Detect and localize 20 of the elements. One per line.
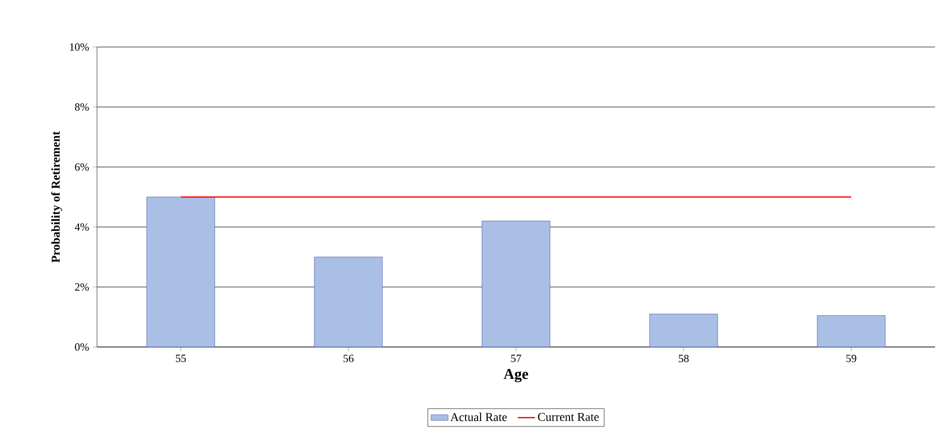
bar	[817, 315, 886, 347]
x-tick-label: 56	[344, 354, 354, 362]
y-tick-label: 10%	[70, 43, 89, 51]
y-tick-label: 4%	[74, 223, 89, 231]
y-tick-label: 8%	[74, 103, 89, 111]
x-axis-title: Age	[504, 369, 528, 382]
x-tick-label: 55	[176, 354, 186, 362]
bar	[146, 196, 215, 347]
x-tick-label: 57	[511, 354, 522, 362]
bar	[482, 220, 550, 347]
x-tick-label: 58	[678, 354, 689, 362]
y-tick-label: 6%	[75, 163, 89, 171]
y-tick-label: 2%	[75, 283, 89, 291]
legend-label: Current Rate	[538, 412, 599, 421]
bar	[314, 256, 383, 347]
y-tick-label: 0%	[74, 343, 89, 351]
legend-label: Actual Rate	[450, 412, 507, 422]
bar	[649, 314, 718, 347]
y-axis-title: Probability of Retirement	[51, 131, 62, 263]
x-tick-label: 59	[846, 354, 856, 362]
